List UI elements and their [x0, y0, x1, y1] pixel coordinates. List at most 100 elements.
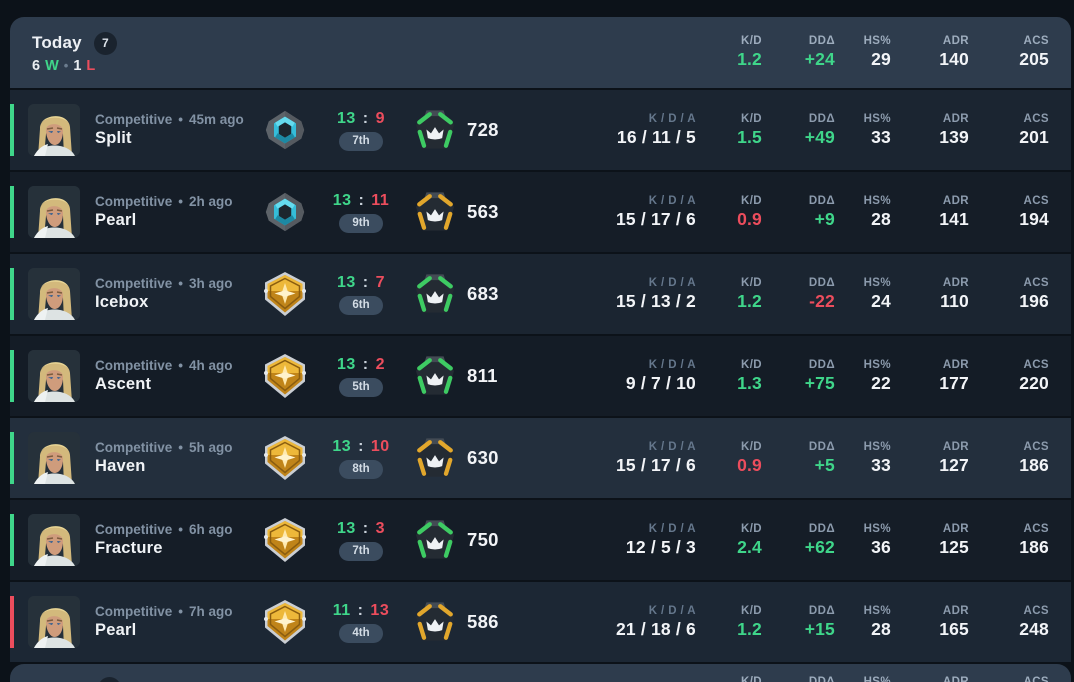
stat-acs-label: ACS: [1023, 112, 1049, 125]
rank-icon: [257, 434, 313, 482]
rounds-won: 13: [332, 437, 352, 455]
agent-avatar: [28, 104, 80, 156]
stat-kd: K/D 0.9: [696, 441, 762, 476]
match-row[interactable]: Competitive • 2h ago Pearl: [10, 172, 1071, 252]
stat-adr-label: ADR: [942, 35, 969, 47]
crown-pentagon-icon: [415, 274, 455, 313]
stat-kda-value: 9 / 7 / 10: [625, 372, 696, 393]
trn-score-value: 750: [467, 529, 499, 550]
separator-dot: •: [178, 358, 183, 373]
rounds-won: 11: [332, 601, 351, 619]
losses-count: 1: [73, 57, 82, 74]
crown-pentagon-icon: [415, 602, 455, 641]
score-crown-icon: [413, 108, 457, 152]
map-name: Haven: [95, 457, 146, 475]
stat-kda: K / D / A 16 / 11 / 5: [526, 113, 696, 148]
agent-avatar: [28, 186, 80, 238]
agent-avatar: [28, 596, 80, 648]
match-row[interactable]: Competitive • 7h ago Pearl: [10, 582, 1071, 662]
stat-adr-label: ADR: [942, 112, 969, 125]
stat-adr-label: ADR: [942, 440, 969, 453]
stat-kda: K / D / A 15 / 17 / 6: [526, 195, 696, 230]
placement-badge: 7th: [339, 541, 383, 561]
stat-dd-value: +9: [814, 208, 835, 229]
trn-score-value: 683: [467, 283, 499, 304]
stat-dd-value: +15: [804, 618, 835, 639]
stat-kd-label: K/D: [740, 522, 762, 535]
row-stats: K / D / A 9 / 7 / 10 K/D 1.3 DDΔ +75 HS%…: [526, 359, 1049, 394]
score-colon: :: [362, 519, 369, 537]
stat-adr-label: ADR: [942, 276, 969, 289]
stat-hs-label: HS%: [863, 112, 891, 125]
trn-score-value: 586: [467, 611, 499, 632]
rounds-lost: 10: [370, 437, 390, 455]
stat-kd-label: K/D: [740, 35, 762, 47]
score-crown-icon: [413, 272, 457, 316]
agent-avatar: [28, 268, 80, 320]
result-indicator: [10, 350, 14, 402]
separator-dot: •: [178, 276, 183, 291]
agent-avatar: [28, 432, 80, 484]
stat-dd: DDΔ +24: [762, 35, 835, 70]
score-crown-icon: [413, 354, 457, 398]
stat-adr-label: ADR: [942, 194, 969, 207]
stat-dd-label: DDΔ: [808, 440, 835, 453]
stat-adr-label: ADR: [942, 676, 969, 682]
stat-adr-value: 127: [939, 454, 969, 475]
stat-hs: HS% 36: [835, 523, 891, 558]
stat-adr-label: ADR: [942, 358, 969, 371]
stat-acs: ACS 205: [969, 35, 1049, 70]
agent-avatar: [28, 514, 80, 566]
round-score: 13 : 10: [332, 438, 389, 456]
match-meta: Competitive • 4h ago: [95, 358, 257, 373]
stat-hs-value: 36: [871, 536, 891, 557]
stat-hs-label: HS%: [863, 194, 891, 207]
stat-dd-label: DDΔ: [808, 276, 835, 289]
match-row[interactable]: Competitive • 4h ago Ascent: [10, 336, 1071, 416]
stat-hs-label: HS%: [863, 35, 891, 47]
match-meta: Competitive • 5h ago: [95, 440, 257, 455]
score-crown-icon: [413, 518, 457, 562]
separator-dot: •: [178, 440, 183, 455]
stat-acs-label: ACS: [1023, 676, 1049, 682]
round-score: 13 : 7: [337, 274, 385, 292]
agent-portrait-icon: [28, 514, 80, 566]
stat-acs: ACS 186: [969, 441, 1049, 476]
rank-icon: [257, 189, 313, 235]
stat-hs-label: HS%: [863, 604, 891, 617]
gold-rank-icon: [264, 518, 306, 562]
stat-kda-label: K / D / A: [648, 358, 696, 371]
placement-badge: 6th: [339, 295, 383, 315]
match-row[interactable]: Competitive • 5h ago Haven: [10, 418, 1071, 498]
stat-kda: K / D / A 15 / 17 / 6: [526, 441, 696, 476]
round-score: 11 : 13: [333, 602, 389, 620]
score-colon: :: [362, 355, 369, 373]
agent-portrait-icon: [28, 268, 80, 320]
result-indicator: [10, 514, 14, 566]
stat-hs: HS% 33: [835, 441, 891, 476]
mode-label: Competitive: [95, 194, 173, 209]
match-row[interactable]: Competitive • 3h ago Icebox: [10, 254, 1071, 334]
match-row[interactable]: Competitive • 45m ago Split: [10, 90, 1071, 170]
placement-badge: 8th: [339, 459, 383, 479]
crown-pentagon-icon: [415, 110, 455, 149]
stat-hs-label: HS%: [863, 440, 891, 453]
next-date-group-header[interactable]: K/D DDΔ HS% ADR ACS: [10, 664, 1071, 682]
mode-label: Competitive: [95, 276, 173, 291]
group-stats: K/D 1.2 DDΔ +24 HS% 29 ADR 140 ACS 205: [696, 35, 1049, 70]
row-stats: K / D / A 15 / 13 / 2 K/D 1.2 DDΔ -22 HS…: [526, 277, 1049, 312]
map-name: Split: [95, 129, 132, 147]
stat-kd-value: 0.9: [737, 208, 762, 229]
rank-icon: [257, 270, 313, 318]
match-row[interactable]: Competitive • 6h ago Fracture: [10, 500, 1071, 580]
score-colon: :: [358, 191, 365, 209]
match-info: Competitive • 3h ago Icebox: [95, 276, 257, 312]
stat-kda: K / D / A 12 / 5 / 3: [526, 523, 696, 558]
stat-acs-label: ACS: [1023, 194, 1049, 207]
stat-kd: K/D 1.2: [696, 277, 762, 312]
stat-dd-label: DDΔ: [808, 112, 835, 125]
stat-kda-value: 15 / 17 / 6: [615, 454, 696, 475]
time-ago: 3h ago: [189, 276, 233, 291]
rank-icon: [257, 516, 313, 564]
